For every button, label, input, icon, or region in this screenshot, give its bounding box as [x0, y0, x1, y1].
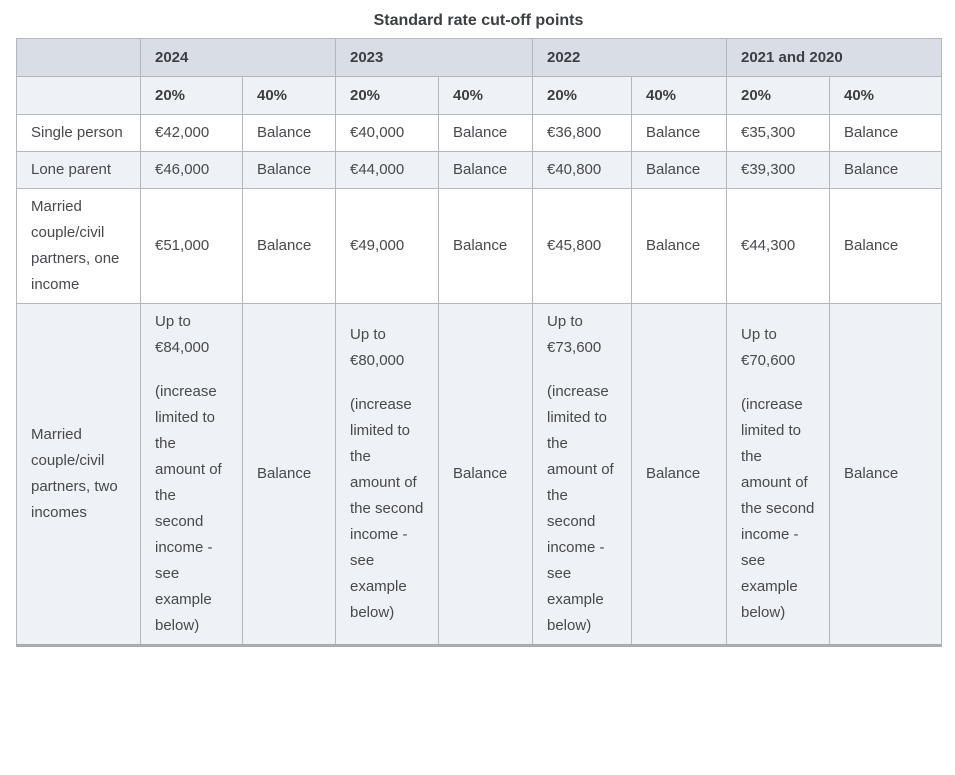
- data-cell: Up to €80,000 (increase limited to the am…: [335, 303, 439, 646]
- data-cell: Balance: [242, 188, 336, 304]
- cell-paragraph: Up to €73,600: [547, 313, 602, 356]
- table-row: Married couple/civil partners, two incom…: [16, 303, 942, 646]
- year-header-row: 2024 2023 2022 2021 and 2020: [16, 38, 942, 77]
- data-cell: Balance: [438, 303, 533, 646]
- year-header-2021-2020: 2021 and 2020: [726, 38, 942, 77]
- data-cell: Up to €84,000 (increase limited to the am…: [140, 303, 243, 646]
- cell-paragraph: Up to €80,000: [350, 326, 405, 369]
- table-body: Single person €42,000 Balance €40,000 Balanc…: [16, 114, 942, 646]
- data-cell: Balance: [631, 151, 727, 189]
- data-cell: Balance: [829, 114, 942, 152]
- cell-paragraph: (increase limited to the amount of the s…: [350, 396, 424, 621]
- data-cell: €39,300: [726, 151, 830, 189]
- data-cell: Balance: [631, 188, 727, 304]
- rate-header: 20%: [335, 76, 439, 115]
- data-cell: €42,000: [140, 114, 243, 152]
- page: Standard rate cut-off points 2024 2023 2…: [16, 12, 942, 647]
- rate-header: 40%: [438, 76, 533, 115]
- year-header-2024: 2024: [140, 38, 336, 77]
- data-cell: €40,000: [335, 114, 439, 152]
- row-label: Married couple/civil partners, two incom…: [16, 303, 141, 646]
- data-cell: Up to €73,600 (increase limited to the am…: [532, 303, 632, 646]
- rate-header: 20%: [140, 76, 243, 115]
- data-cell: €46,000: [140, 151, 243, 189]
- rate-header-row: 20% 40% 20% 40% 20% 40% 20% 40%: [16, 76, 942, 115]
- data-cell: €44,000: [335, 151, 439, 189]
- data-cell: Balance: [242, 151, 336, 189]
- data-cell: €40,800: [532, 151, 632, 189]
- data-cell: €44,300: [726, 188, 830, 304]
- table-title: Standard rate cut-off points: [373, 12, 584, 29]
- data-cell: Balance: [829, 151, 942, 189]
- empty-rate-cell: [16, 76, 141, 115]
- cell-paragraph: (increase limited to the amount of the s…: [155, 383, 222, 634]
- table-row: Lone parent €46,000 Balance €44,000 Balance €…: [16, 151, 942, 189]
- data-cell: Balance: [829, 188, 942, 304]
- rate-header: 40%: [242, 76, 336, 115]
- data-cell: €45,800: [532, 188, 632, 304]
- row-label: Lone parent: [16, 151, 141, 189]
- data-cell: Up to €70,600 (increase limited to the am…: [726, 303, 830, 646]
- data-cell: Balance: [438, 188, 533, 304]
- standard-rate-cutoff-table: 2024 2023 2022 2021 and 2020 20% 40% 20%…: [16, 38, 942, 647]
- cell-paragraph: (increase limited to the amount of the s…: [547, 383, 614, 634]
- cell-paragraph: Up to €70,600: [741, 326, 796, 369]
- data-cell: Balance: [242, 303, 336, 646]
- year-header-2022: 2022: [532, 38, 727, 77]
- rate-header: 20%: [726, 76, 830, 115]
- data-cell: Balance: [631, 303, 727, 646]
- rate-header: 20%: [532, 76, 632, 115]
- data-cell: Balance: [438, 151, 533, 189]
- data-cell: Balance: [438, 114, 533, 152]
- rate-header: 40%: [631, 76, 727, 115]
- data-cell: €51,000: [140, 188, 243, 304]
- cell-paragraph: (increase limited to the amount of the s…: [741, 396, 815, 621]
- data-cell: €36,800: [532, 114, 632, 152]
- year-header-2023: 2023: [335, 38, 533, 77]
- table-row: Married couple/civil partners, one incom…: [16, 188, 942, 304]
- data-cell: Balance: [242, 114, 336, 152]
- data-cell: €49,000: [335, 188, 439, 304]
- cell-paragraph: Up to €84,000: [155, 313, 210, 356]
- rate-header: 40%: [829, 76, 942, 115]
- row-label: Married couple/civil partners, one incom…: [16, 188, 141, 304]
- data-cell: Balance: [829, 303, 942, 646]
- table-row: Single person €42,000 Balance €40,000 Balanc…: [16, 114, 942, 152]
- empty-corner-cell: [16, 38, 141, 77]
- row-label: Single person: [16, 114, 141, 152]
- data-cell: €35,300: [726, 114, 830, 152]
- data-cell: Balance: [631, 114, 727, 152]
